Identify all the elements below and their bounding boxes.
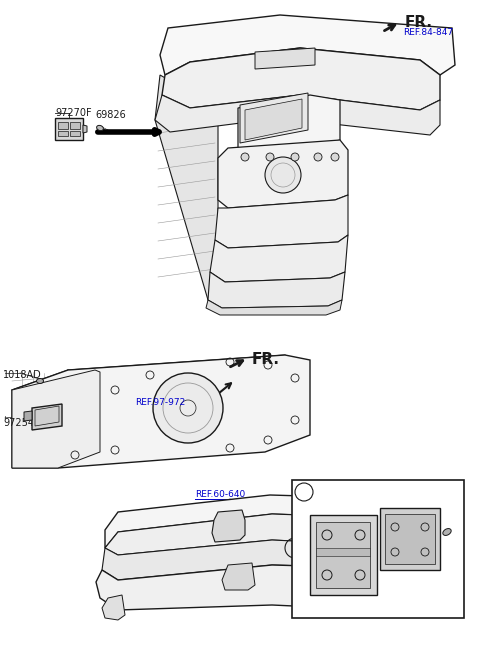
- Polygon shape: [238, 95, 340, 148]
- Polygon shape: [222, 563, 255, 590]
- Circle shape: [314, 153, 322, 161]
- Text: 1125KD: 1125KD: [402, 502, 438, 511]
- Polygon shape: [316, 522, 370, 588]
- Text: 97270F: 97270F: [55, 108, 92, 118]
- Polygon shape: [155, 95, 440, 135]
- Polygon shape: [105, 514, 388, 555]
- Polygon shape: [218, 140, 348, 208]
- Polygon shape: [12, 355, 310, 468]
- Polygon shape: [102, 595, 125, 620]
- Polygon shape: [155, 75, 218, 300]
- Text: 1018AD: 1018AD: [3, 370, 42, 380]
- Polygon shape: [342, 576, 366, 602]
- Polygon shape: [385, 514, 435, 564]
- Text: 97281D: 97281D: [394, 574, 430, 583]
- Bar: [292, 480, 464, 618]
- Text: REF.60-640: REF.60-640: [195, 490, 245, 499]
- Text: FR.: FR.: [405, 15, 433, 30]
- Ellipse shape: [443, 528, 451, 536]
- Polygon shape: [206, 300, 342, 315]
- Polygon shape: [32, 404, 62, 430]
- Ellipse shape: [96, 126, 103, 131]
- Text: a: a: [301, 487, 307, 497]
- Circle shape: [241, 153, 249, 161]
- Polygon shape: [55, 118, 83, 140]
- Polygon shape: [210, 235, 348, 282]
- Polygon shape: [24, 411, 32, 421]
- Polygon shape: [208, 272, 345, 308]
- Text: REF.84-847: REF.84-847: [403, 28, 453, 37]
- Circle shape: [331, 153, 339, 161]
- Text: a: a: [292, 543, 298, 553]
- Polygon shape: [83, 125, 87, 133]
- Bar: [70, 131, 80, 136]
- Polygon shape: [102, 540, 388, 580]
- Bar: [58, 131, 68, 136]
- Polygon shape: [310, 515, 377, 595]
- Circle shape: [265, 157, 301, 193]
- Text: REF.97-972: REF.97-972: [135, 398, 185, 407]
- Polygon shape: [105, 495, 388, 548]
- Bar: [58, 122, 68, 129]
- Text: 69826: 69826: [95, 110, 126, 120]
- Text: 97254N: 97254N: [3, 418, 41, 428]
- Polygon shape: [240, 93, 308, 143]
- Polygon shape: [255, 48, 315, 69]
- Polygon shape: [12, 370, 100, 468]
- Polygon shape: [212, 510, 245, 542]
- Bar: [70, 122, 80, 129]
- Bar: [316, 548, 370, 556]
- Polygon shape: [162, 48, 440, 110]
- Circle shape: [291, 153, 299, 161]
- Polygon shape: [380, 508, 440, 570]
- Polygon shape: [160, 15, 455, 75]
- Text: 97280B: 97280B: [310, 600, 345, 609]
- Polygon shape: [96, 565, 392, 610]
- Circle shape: [153, 373, 223, 443]
- Text: FR.: FR.: [252, 352, 280, 367]
- Polygon shape: [215, 195, 348, 248]
- Polygon shape: [245, 99, 302, 140]
- Ellipse shape: [36, 379, 44, 383]
- Circle shape: [266, 153, 274, 161]
